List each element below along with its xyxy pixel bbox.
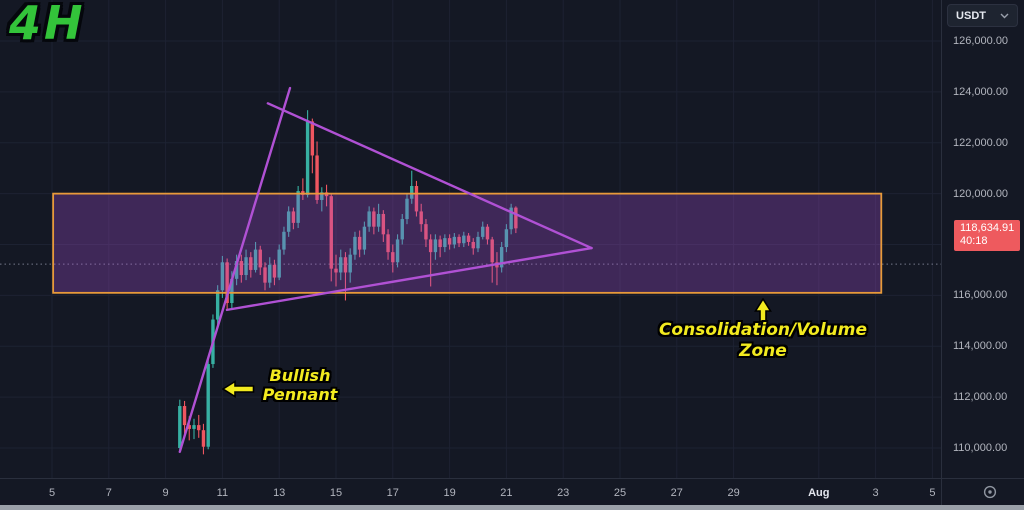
candlestick-chart-canvas[interactable] [0,0,941,478]
price-axis[interactable]: USDT 118,634.91 40:18 126,000.00 124,000.… [941,0,1024,478]
price-axis-label: 122,000.00 [953,136,1009,149]
time-axis-label: 15 [329,487,343,499]
up-arrow-icon[interactable] [754,298,772,323]
price-axis-label: 110,000.00 [953,442,1008,454]
time-axis-label: 19 [443,487,456,499]
currency-dropdown[interactable]: USDT [947,4,1018,27]
candles [178,110,518,455]
time-axis[interactable]: 5 7 9 11 13 15 17 19 21 23 25 27 29 Aug 3 5 [0,478,941,505]
window-bottom-edge [0,505,1024,510]
time-axis-label: 23 [557,487,570,499]
pennant-upper-line[interactable] [266,102,593,250]
time-axis-label: 5 [929,487,936,499]
price-axis-label: 124,000.00 [953,85,1009,98]
current-price-badge: 118,634.91 40:18 [954,220,1020,252]
price-axis-label: 114,000.00 [953,340,1008,353]
time-axis-label: 9 [162,487,169,499]
time-axis-label: Aug [808,487,830,499]
annotation-consolidation-zone[interactable]: Consolidation/Volume Zone [636,320,890,362]
currency-dropdown-label: USDT [956,9,986,22]
annotation-line: Consolidation/Volume [658,320,868,340]
price-axis-label: 126,000.00 [953,35,1009,47]
time-axis-label: 17 [386,487,399,499]
left-arrow-icon[interactable] [222,380,255,398]
annotation-line: Zone [739,341,787,361]
time-axis-label: 13 [273,487,286,499]
current-price-value: 118,634.91 [960,222,1015,235]
time-axis-label: 25 [613,487,627,499]
settings-icon[interactable] [982,484,998,500]
bar-countdown: 40:18 [960,235,988,248]
annotation-line: Bullish [269,366,331,385]
timeframe-watermark[interactable]: 4H [9,0,86,50]
axis-corner [941,478,1024,505]
time-axis-label: 7 [105,487,112,499]
price-axis-label: 116,000.00 [953,289,1008,302]
price-axis-label: 112,000.00 [953,391,1008,404]
time-axis-label: 21 [500,487,513,499]
time-axis-label: 29 [727,487,740,499]
chevron-down-icon [1000,13,1009,18]
annotation-bullish-pennant[interactable]: Bullish Pennant [236,366,364,404]
time-axis-label: 3 [872,487,879,499]
time-axis-label: 5 [48,487,56,499]
annotation-line: Pennant [262,385,338,404]
pennant-pole-line[interactable] [178,86,292,454]
time-axis-label: 27 [670,487,683,499]
pennant-lower-line[interactable] [225,246,593,312]
time-axis-label: 11 [216,487,229,499]
price-axis-label: 120,000.00 [953,187,1009,200]
grid [0,0,941,478]
consolidation-zone-rect[interactable] [52,192,883,294]
